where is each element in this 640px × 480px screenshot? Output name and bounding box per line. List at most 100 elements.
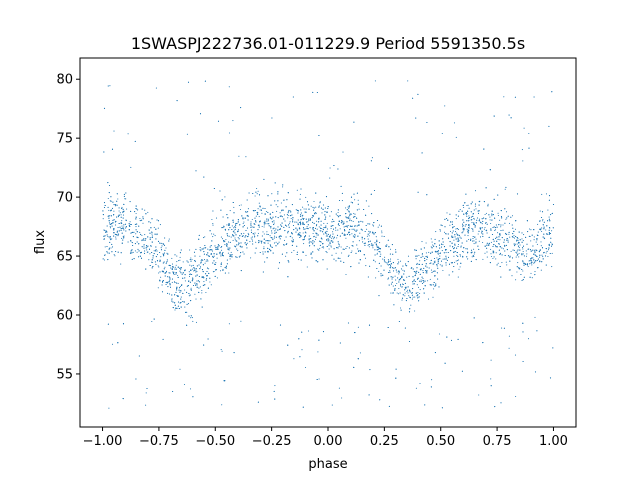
data-point [515, 395, 517, 398]
data-point [376, 249, 378, 251]
data-point [214, 235, 216, 237]
data-point [221, 404, 223, 406]
data-point [416, 263, 418, 265]
data-point [369, 223, 371, 225]
data-point [417, 291, 419, 294]
data-point [517, 262, 519, 264]
data-point [320, 227, 322, 229]
data-point [517, 245, 520, 247]
data-point [171, 281, 173, 283]
data-point [451, 262, 454, 264]
data-point [111, 251, 113, 253]
data-point [329, 243, 331, 245]
data-point [205, 260, 207, 262]
data-point [121, 242, 123, 244]
data-point [510, 117, 512, 119]
data-point [425, 242, 427, 244]
data-point [297, 212, 299, 214]
data-point [378, 224, 380, 226]
data-point [492, 238, 494, 240]
data-point [530, 240, 532, 242]
data-point [247, 208, 249, 210]
data-point [277, 226, 279, 228]
data-point [380, 225, 382, 227]
data-point [153, 253, 155, 255]
data-point [529, 248, 532, 251]
data-point [541, 193, 543, 195]
data-point [160, 256, 162, 258]
data-point [263, 224, 265, 226]
data-point [465, 212, 467, 215]
data-point [320, 241, 322, 243]
data-point [113, 204, 115, 206]
data-point [211, 240, 213, 242]
data-point [321, 227, 323, 230]
data-point [405, 264, 407, 266]
data-point [268, 223, 270, 225]
data-point [539, 220, 541, 222]
data-point [340, 246, 342, 248]
data-point [104, 235, 106, 237]
data-point [445, 257, 447, 259]
data-point [203, 344, 205, 346]
data-point [219, 270, 222, 272]
data-point [128, 223, 130, 225]
data-point [335, 260, 337, 262]
data-point [348, 232, 350, 234]
data-point [142, 239, 145, 241]
data-point [329, 241, 331, 243]
data-point [451, 232, 453, 234]
data-point [505, 186, 507, 188]
data-point [536, 239, 538, 241]
data-point [151, 320, 153, 323]
data-point [374, 249, 376, 251]
data-point [254, 252, 256, 254]
data-point [522, 240, 524, 242]
data-point [459, 209, 461, 211]
data-point [130, 210, 132, 212]
data-point [308, 235, 310, 237]
data-point [217, 120, 220, 122]
data-point [302, 232, 304, 234]
data-point [201, 289, 203, 292]
data-point [113, 254, 115, 256]
data-point [522, 245, 525, 247]
data-point [527, 262, 529, 265]
data-point [283, 244, 285, 246]
data-point [437, 253, 439, 255]
data-point [310, 205, 312, 207]
data-point [264, 213, 266, 215]
data-point [122, 398, 124, 400]
data-point [120, 222, 123, 224]
data-point [292, 217, 294, 219]
data-point [343, 226, 345, 228]
data-point [523, 262, 525, 264]
data-point [293, 358, 295, 360]
data-point [202, 237, 205, 239]
data-point [543, 226, 545, 228]
data-point [341, 200, 343, 202]
data-point [414, 280, 416, 283]
data-point [376, 239, 378, 241]
data-point [177, 301, 180, 303]
data-point [174, 268, 176, 270]
data-point [453, 247, 455, 249]
data-point [297, 219, 299, 221]
data-point [537, 234, 539, 237]
data-point [115, 250, 117, 253]
data-point [326, 230, 328, 232]
data-point [391, 244, 393, 246]
data-point [423, 292, 425, 294]
data-point [301, 349, 303, 351]
data-point [368, 241, 370, 243]
data-point [319, 240, 321, 243]
data-point [548, 243, 550, 245]
data-point [421, 253, 423, 255]
data-point [474, 224, 476, 227]
data-point [307, 224, 309, 226]
data-point [425, 252, 427, 254]
data-point [509, 255, 511, 257]
data-point [195, 170, 197, 172]
data-point [122, 208, 124, 210]
data-point [459, 236, 461, 238]
